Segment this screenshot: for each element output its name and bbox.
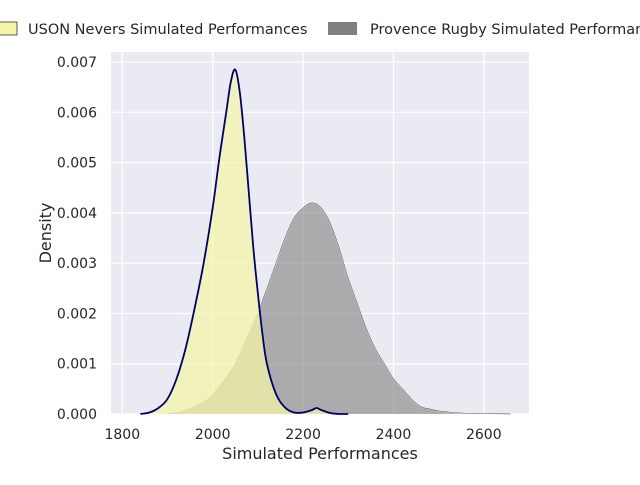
- legend-label-provence: Provence Rugby Simulated Performances: [370, 22, 640, 38]
- y-tick-labels: 0.000 0.001 0.002 0.003 0.004 0.005 0.006 0.007: [57, 55, 97, 423]
- y-tick-label: 0.004: [57, 206, 97, 222]
- y-tick-label: 0.002: [57, 306, 97, 322]
- x-tick-label: 2200: [285, 427, 321, 443]
- series-layer: [140, 68, 511, 415]
- x-tick-label: 2600: [466, 427, 502, 443]
- y-tick-label: 0.006: [57, 105, 97, 121]
- y-tick-label: 0.005: [57, 156, 97, 172]
- legend: USON Nevers Simulated Performances Prove…: [0, 21, 640, 38]
- x-tick-label: 2000: [195, 427, 231, 443]
- y-tick-label: 0.000: [57, 407, 97, 423]
- y-tick-label: 0.001: [57, 357, 97, 373]
- x-tick-labels: 1800 2000 2200 2400 2600: [104, 427, 501, 443]
- density-area-uson: [140, 69, 349, 415]
- y-axis-label: Density: [36, 203, 55, 264]
- x-tick-label: 2400: [376, 427, 412, 443]
- x-tick-label: 1800: [104, 427, 140, 443]
- y-tick-label: 0.003: [57, 256, 97, 272]
- legend-label-uson: USON Nevers Simulated Performances: [28, 22, 307, 38]
- legend-swatch-uson: [0, 21, 18, 36]
- y-tick-label: 0.007: [57, 55, 97, 71]
- x-axis-label: Simulated Performances: [222, 444, 418, 463]
- legend-swatch-provence: [328, 22, 357, 35]
- density-line-uson: [140, 68, 349, 415]
